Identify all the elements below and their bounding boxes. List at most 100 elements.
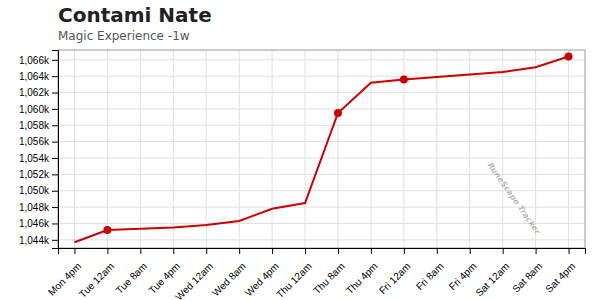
x-tick-mark [503, 248, 504, 254]
x-tick-label: Thu 4pm [344, 260, 380, 296]
y-tick-mark [52, 191, 58, 192]
x-tick-mark [404, 248, 405, 254]
x-tick: Wed 12am [173, 248, 215, 300]
x-tick-label: Fri 12am [377, 260, 413, 296]
y-tick: 1,066k [19, 55, 58, 66]
x-tick: Fri 12am [377, 248, 413, 296]
watermark: RuneScape Tracker [486, 161, 543, 237]
grid-line-x [206, 50, 207, 248]
subtitle: Magic Experience -1w [58, 29, 190, 43]
x-tick: Sat 8am [510, 248, 544, 295]
y-tick-label: 1,058k [19, 120, 50, 131]
x-tick-mark [107, 248, 108, 254]
x-tick-mark [536, 248, 537, 254]
x-tick-mark [338, 248, 339, 254]
grid-line-x [305, 50, 306, 248]
x-tick-label: Tue 8am [114, 260, 149, 295]
y-tick-label: 1,064k [19, 71, 50, 82]
x-tick-mark [470, 248, 471, 254]
plot: 1,044k 1,046k 1,048k 1,050k 1,052k 1,054k 1,05… [19, 50, 586, 300]
y-tick: 1,044k [19, 235, 58, 246]
grid-line-y [58, 223, 585, 224]
grid-line-y [58, 125, 585, 126]
x-tick-mark [272, 248, 273, 254]
x-axis-line [59, 249, 586, 255]
x-tick-mark [569, 248, 570, 254]
grid-line-x [239, 50, 240, 248]
grid-line-y [58, 76, 585, 77]
grid-line-x [272, 50, 273, 248]
x-tick-label: Fri 8am [414, 260, 446, 292]
y-tick-mark [52, 142, 58, 143]
y-tick-mark [52, 125, 58, 126]
y-axis: 1,044k 1,046k 1,048k 1,050k 1,052k 1,054k 1,05… [19, 51, 59, 249]
grid-line-x [107, 50, 108, 248]
y-tick-mark [52, 240, 58, 241]
y-tick: 1,062k [19, 87, 58, 98]
grid-line-y [58, 59, 585, 60]
grid-line-x [502, 50, 503, 248]
y-tick-mark [52, 158, 58, 159]
plot-frame [58, 50, 585, 248]
x-tick: Tue 4pm [147, 248, 182, 296]
x-tick-label: Fri 4pm [447, 260, 479, 292]
x-tick: Tue 8am [114, 248, 149, 296]
grid-line-y [58, 239, 585, 240]
y-tick-label: 1,052k [19, 169, 50, 180]
y-tick-label: 1,062k [19, 87, 50, 98]
y-tick-mark [52, 207, 58, 208]
grid-line-x [469, 50, 470, 248]
y-tick: 1,048k [19, 202, 58, 213]
marks [74, 53, 572, 243]
x-tick: Fri 8am [414, 248, 446, 292]
y-tick-label: 1,056k [19, 136, 50, 147]
y-tick: 1,054k [19, 153, 58, 164]
title: Contami Nate [58, 3, 212, 27]
x-tick-label: Sat 8am [510, 260, 544, 294]
grid-line-y [58, 141, 585, 142]
x-tick-label: Sat 4pm [543, 260, 577, 294]
grid-line-x [568, 50, 569, 248]
marker [334, 109, 342, 117]
y-tick: 1,052k [19, 169, 58, 180]
x-tick-label: Wed 12am [173, 260, 215, 300]
grid-line-y [58, 174, 585, 175]
y-tick: 1,046k [19, 218, 58, 229]
x-tick: Thu 12am [274, 248, 314, 300]
grid-line-y [58, 108, 585, 109]
y-tick: 1,064k [19, 71, 58, 82]
y-tick-mark [52, 93, 58, 94]
x-tick: Fri 4pm [447, 248, 479, 292]
x-tick-mark [173, 248, 174, 254]
marker [565, 53, 573, 61]
x-tick: Sat 4pm [543, 248, 577, 295]
y-tick-mark [52, 174, 58, 175]
x-tick-label: Thu 12am [274, 260, 314, 300]
x-tick-label: Thu 8am [311, 260, 347, 296]
y-tick-mark [52, 109, 58, 110]
y-tick: 1,060k [19, 104, 58, 115]
y-axis-line [52, 51, 59, 249]
y-tick: 1,050k [19, 185, 58, 196]
y-tick: 1,058k [19, 120, 58, 131]
x-tick-mark [140, 248, 141, 254]
y-tick-label: 1,050k [19, 185, 50, 196]
x-tick: Thu 4pm [344, 248, 380, 296]
grid-line-x [173, 50, 174, 248]
y-tick-label: 1,054k [19, 153, 50, 164]
grid [58, 50, 585, 248]
grid-line-y [58, 92, 585, 93]
marker [400, 75, 408, 83]
grid-line-x [74, 50, 75, 248]
grid-line-x [436, 50, 437, 248]
y-tick-label: 1,046k [19, 218, 50, 229]
y-tick-label: 1,060k [19, 104, 50, 115]
x-tick: Sat 12am [473, 248, 511, 299]
x-tick-mark [371, 248, 372, 254]
chart: Contami NateMagic Experience -1w1,044k1,… [0, 0, 600, 300]
grid-line-x [370, 50, 371, 248]
grid-line-x [337, 50, 338, 248]
x-tick-mark [437, 248, 438, 254]
x-tick-mark [206, 248, 207, 254]
y-tick: 1,056k [19, 136, 58, 147]
